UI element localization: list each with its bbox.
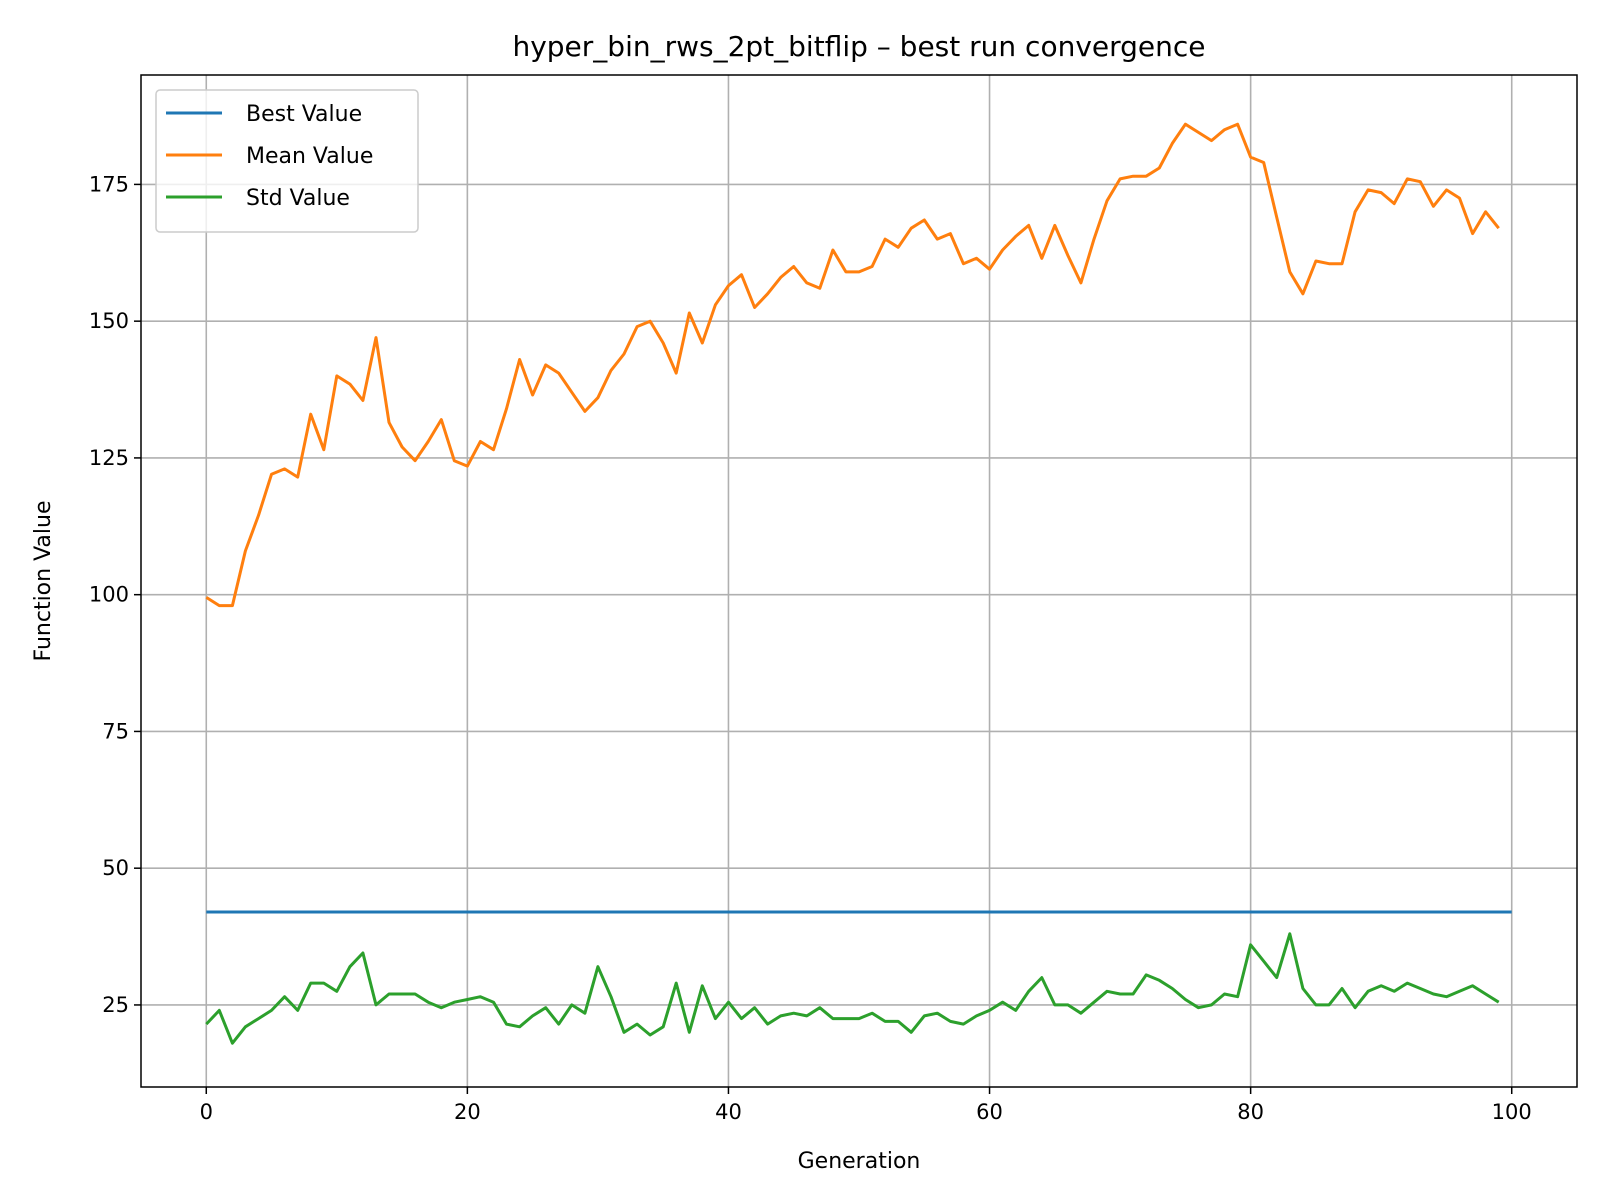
y-tick-label-5: 150 [89,309,129,333]
x-tick-label-4: 80 [1237,1100,1264,1124]
legend-label-2: Std Value [246,186,350,211]
plot-frame [140,74,1578,1088]
y-tick-label-4: 125 [89,446,129,470]
axis-ticks: 0 20 40 60 80 100 25 50 75 100 125 150 175 [89,172,1532,1124]
x-axis-label: Generation [798,1149,921,1174]
y-tick-label-6: 175 [89,172,129,196]
y-tick-label-2: 75 [102,719,129,743]
y-tick-label-1: 50 [102,856,129,880]
legend: Best Value Mean Value Std Value [155,89,419,233]
series-lines [205,122,1512,1045]
y-tick-label-0: 25 [102,993,129,1017]
legend-label-0: Best Value [246,102,362,127]
series-line-std-value [205,932,1500,1045]
x-tick-label-0: 0 [200,1100,213,1124]
x-tick-label-2: 40 [715,1100,742,1124]
x-tick-label-5: 100 [1492,1100,1532,1124]
chart-title: hyper_bin_rws_2pt_bitflip – best run con… [512,30,1205,63]
grid-lines [141,75,1577,1087]
x-tick-label-3: 60 [976,1100,1003,1124]
y-tick-label-3: 100 [89,583,129,607]
series-line-mean-value [205,122,1500,608]
y-axis-label: Function Value [31,501,56,662]
x-tick-label-1: 20 [454,1100,481,1124]
legend-label-1: Mean Value [246,144,373,169]
